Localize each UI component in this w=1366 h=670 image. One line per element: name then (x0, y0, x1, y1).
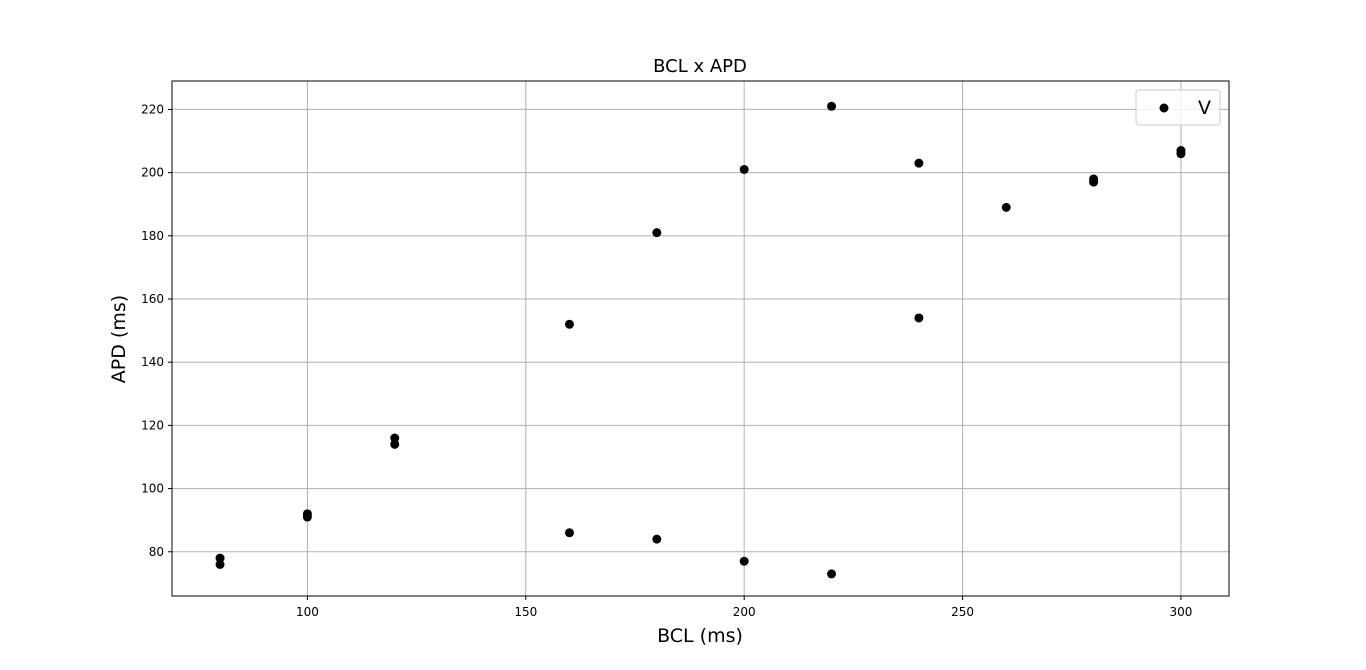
y-tick-label: 100 (141, 482, 164, 496)
x-axis-ticks: 100 150 200 250 300 (296, 596, 1192, 619)
data-point (827, 569, 837, 579)
x-tick-label: 300 (1170, 605, 1193, 619)
data-point (1089, 177, 1099, 187)
legend-label: V (1198, 97, 1211, 119)
data-point (1001, 202, 1011, 212)
x-tick-label: 250 (951, 605, 974, 619)
data-point (652, 534, 662, 544)
y-tick-label: 200 (141, 166, 164, 180)
y-axis-ticks: 80 100 120 140 160 180 200 220 (141, 102, 172, 559)
data-point (390, 439, 400, 449)
data-point (215, 559, 225, 569)
y-tick-label: 140 (141, 355, 164, 369)
data-points (215, 101, 1186, 579)
legend: V (1135, 89, 1221, 126)
data-point (827, 101, 837, 111)
y-tick-label: 220 (141, 102, 164, 116)
data-point (914, 158, 924, 168)
legend-box (1135, 89, 1221, 126)
x-tick-label: 150 (514, 605, 537, 619)
data-point (739, 164, 749, 174)
data-point (564, 319, 574, 329)
data-point (739, 556, 749, 566)
y-tick-label: 160 (141, 292, 164, 306)
y-tick-label: 80 (149, 545, 164, 559)
x-tick-label: 100 (296, 605, 319, 619)
x-axis-label: BCL (ms) (657, 625, 743, 647)
plot-frame (171, 80, 1230, 597)
data-point (652, 228, 662, 238)
data-point (914, 313, 924, 323)
data-point (1176, 149, 1186, 159)
data-point (302, 512, 312, 522)
chart-title: BCL x APD (653, 56, 747, 77)
y-axis-label: APD (ms) (108, 295, 130, 383)
legend-marker (1159, 103, 1169, 113)
data-point (390, 433, 400, 443)
data-point (564, 528, 574, 538)
y-tick-label: 180 (141, 229, 164, 243)
y-tick-label: 120 (141, 418, 164, 432)
x-tick-label: 200 (733, 605, 756, 619)
data-point (215, 553, 225, 563)
